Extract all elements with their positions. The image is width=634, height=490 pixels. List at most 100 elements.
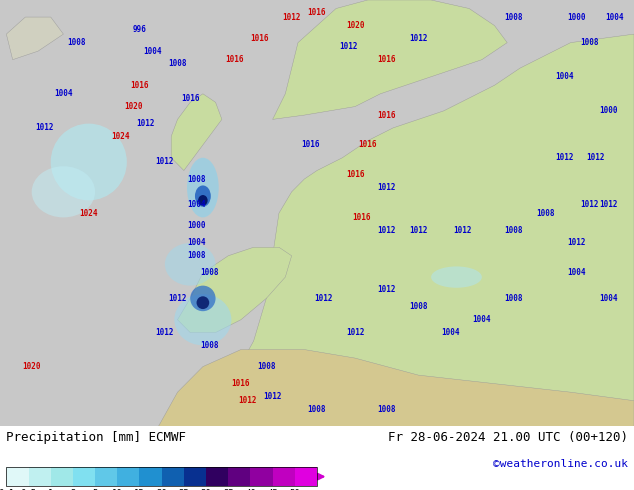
Text: 45: 45 bbox=[268, 489, 278, 490]
Text: 1012: 1012 bbox=[155, 328, 174, 337]
Bar bbox=[184, 467, 206, 486]
Text: 1012: 1012 bbox=[567, 239, 586, 247]
Text: 1020: 1020 bbox=[22, 362, 41, 371]
Text: 10: 10 bbox=[112, 489, 122, 490]
Text: 1016: 1016 bbox=[377, 55, 396, 64]
Text: 1012: 1012 bbox=[377, 183, 396, 192]
Text: 1008: 1008 bbox=[200, 269, 219, 277]
Polygon shape bbox=[222, 34, 634, 426]
Polygon shape bbox=[158, 349, 634, 426]
Text: 1012: 1012 bbox=[339, 43, 358, 51]
Text: 1020: 1020 bbox=[346, 21, 365, 30]
Text: 1004: 1004 bbox=[555, 72, 574, 81]
Text: 1008: 1008 bbox=[504, 13, 523, 22]
Text: 1004: 1004 bbox=[605, 13, 624, 22]
Text: 1004: 1004 bbox=[187, 239, 206, 247]
Text: 40: 40 bbox=[245, 489, 256, 490]
Text: 35: 35 bbox=[223, 489, 233, 490]
Text: 1004: 1004 bbox=[441, 328, 460, 337]
Text: 1004: 1004 bbox=[54, 89, 73, 98]
Text: 1016: 1016 bbox=[301, 141, 320, 149]
Text: 1016: 1016 bbox=[352, 213, 371, 222]
Text: 1008: 1008 bbox=[257, 362, 276, 371]
Text: 1016: 1016 bbox=[358, 141, 377, 149]
Bar bbox=[29, 467, 51, 486]
Text: 1008: 1008 bbox=[187, 174, 206, 184]
Text: Precipitation [mm] ECMWF: Precipitation [mm] ECMWF bbox=[6, 431, 186, 444]
Text: 1016: 1016 bbox=[346, 171, 365, 179]
Polygon shape bbox=[6, 17, 63, 60]
Bar bbox=[295, 467, 317, 486]
Text: 1008: 1008 bbox=[200, 341, 219, 350]
Text: 1020: 1020 bbox=[124, 102, 143, 111]
Text: 1004: 1004 bbox=[472, 315, 491, 324]
Bar bbox=[162, 467, 184, 486]
Bar bbox=[95, 467, 117, 486]
Text: 1012: 1012 bbox=[282, 13, 301, 22]
Bar bbox=[139, 467, 162, 486]
Bar bbox=[228, 467, 250, 486]
Text: 1012: 1012 bbox=[453, 226, 472, 235]
Bar bbox=[6, 467, 29, 486]
Text: 1004: 1004 bbox=[187, 200, 206, 209]
Text: 1: 1 bbox=[48, 489, 53, 490]
Text: 1008: 1008 bbox=[377, 405, 396, 414]
Text: 1016: 1016 bbox=[130, 81, 149, 90]
Ellipse shape bbox=[195, 185, 210, 207]
Text: 1016: 1016 bbox=[225, 55, 244, 64]
Bar bbox=[250, 467, 273, 486]
Text: 20: 20 bbox=[157, 489, 167, 490]
Text: 5: 5 bbox=[93, 489, 98, 490]
Text: 25: 25 bbox=[179, 489, 189, 490]
Text: 1012: 1012 bbox=[346, 328, 365, 337]
Text: 1000: 1000 bbox=[567, 13, 586, 22]
Text: 50: 50 bbox=[290, 489, 300, 490]
Text: 1012: 1012 bbox=[586, 153, 605, 162]
Text: 1008: 1008 bbox=[580, 38, 599, 47]
Text: 1004: 1004 bbox=[599, 294, 618, 303]
Text: 1012: 1012 bbox=[580, 200, 599, 209]
Text: 1024: 1024 bbox=[111, 132, 130, 141]
Text: 1008: 1008 bbox=[168, 59, 187, 69]
Ellipse shape bbox=[32, 166, 95, 218]
Text: 1016: 1016 bbox=[250, 34, 269, 43]
Text: 1012: 1012 bbox=[314, 294, 333, 303]
Text: 1004: 1004 bbox=[143, 47, 162, 56]
Polygon shape bbox=[178, 247, 292, 333]
Text: Fr 28-06-2024 21.00 UTC (00+120): Fr 28-06-2024 21.00 UTC (00+120) bbox=[387, 431, 628, 444]
Text: 1008: 1008 bbox=[409, 302, 428, 312]
Text: 1008: 1008 bbox=[504, 226, 523, 235]
Text: 2: 2 bbox=[70, 489, 75, 490]
Text: 1012: 1012 bbox=[409, 34, 428, 43]
Bar bbox=[6, 467, 317, 486]
Ellipse shape bbox=[51, 123, 127, 200]
Ellipse shape bbox=[198, 195, 207, 206]
Text: 1012: 1012 bbox=[136, 119, 155, 128]
Text: 1008: 1008 bbox=[67, 38, 86, 47]
Text: 1012: 1012 bbox=[377, 285, 396, 294]
Ellipse shape bbox=[165, 243, 216, 286]
Text: 1004: 1004 bbox=[567, 269, 586, 277]
Text: 1012: 1012 bbox=[377, 226, 396, 235]
Text: ©weatheronline.co.uk: ©weatheronline.co.uk bbox=[493, 460, 628, 469]
Text: 1016: 1016 bbox=[231, 379, 250, 388]
Ellipse shape bbox=[431, 267, 482, 288]
Text: 1012: 1012 bbox=[263, 392, 282, 401]
Text: 1012: 1012 bbox=[555, 153, 574, 162]
Text: 1024: 1024 bbox=[79, 209, 98, 218]
Polygon shape bbox=[273, 0, 507, 120]
Text: 1012: 1012 bbox=[168, 294, 187, 303]
Bar bbox=[51, 467, 73, 486]
Ellipse shape bbox=[187, 158, 219, 218]
Text: 0.1: 0.1 bbox=[0, 489, 15, 490]
Text: 1016: 1016 bbox=[377, 111, 396, 120]
Text: 1016: 1016 bbox=[307, 8, 327, 17]
Polygon shape bbox=[171, 94, 222, 171]
Text: 1016: 1016 bbox=[181, 94, 200, 102]
Text: 1012: 1012 bbox=[409, 226, 428, 235]
Text: 1012: 1012 bbox=[155, 157, 174, 167]
Text: 1012: 1012 bbox=[35, 123, 54, 132]
Text: 30: 30 bbox=[201, 489, 211, 490]
Text: 1008: 1008 bbox=[307, 405, 327, 414]
Bar bbox=[273, 467, 295, 486]
